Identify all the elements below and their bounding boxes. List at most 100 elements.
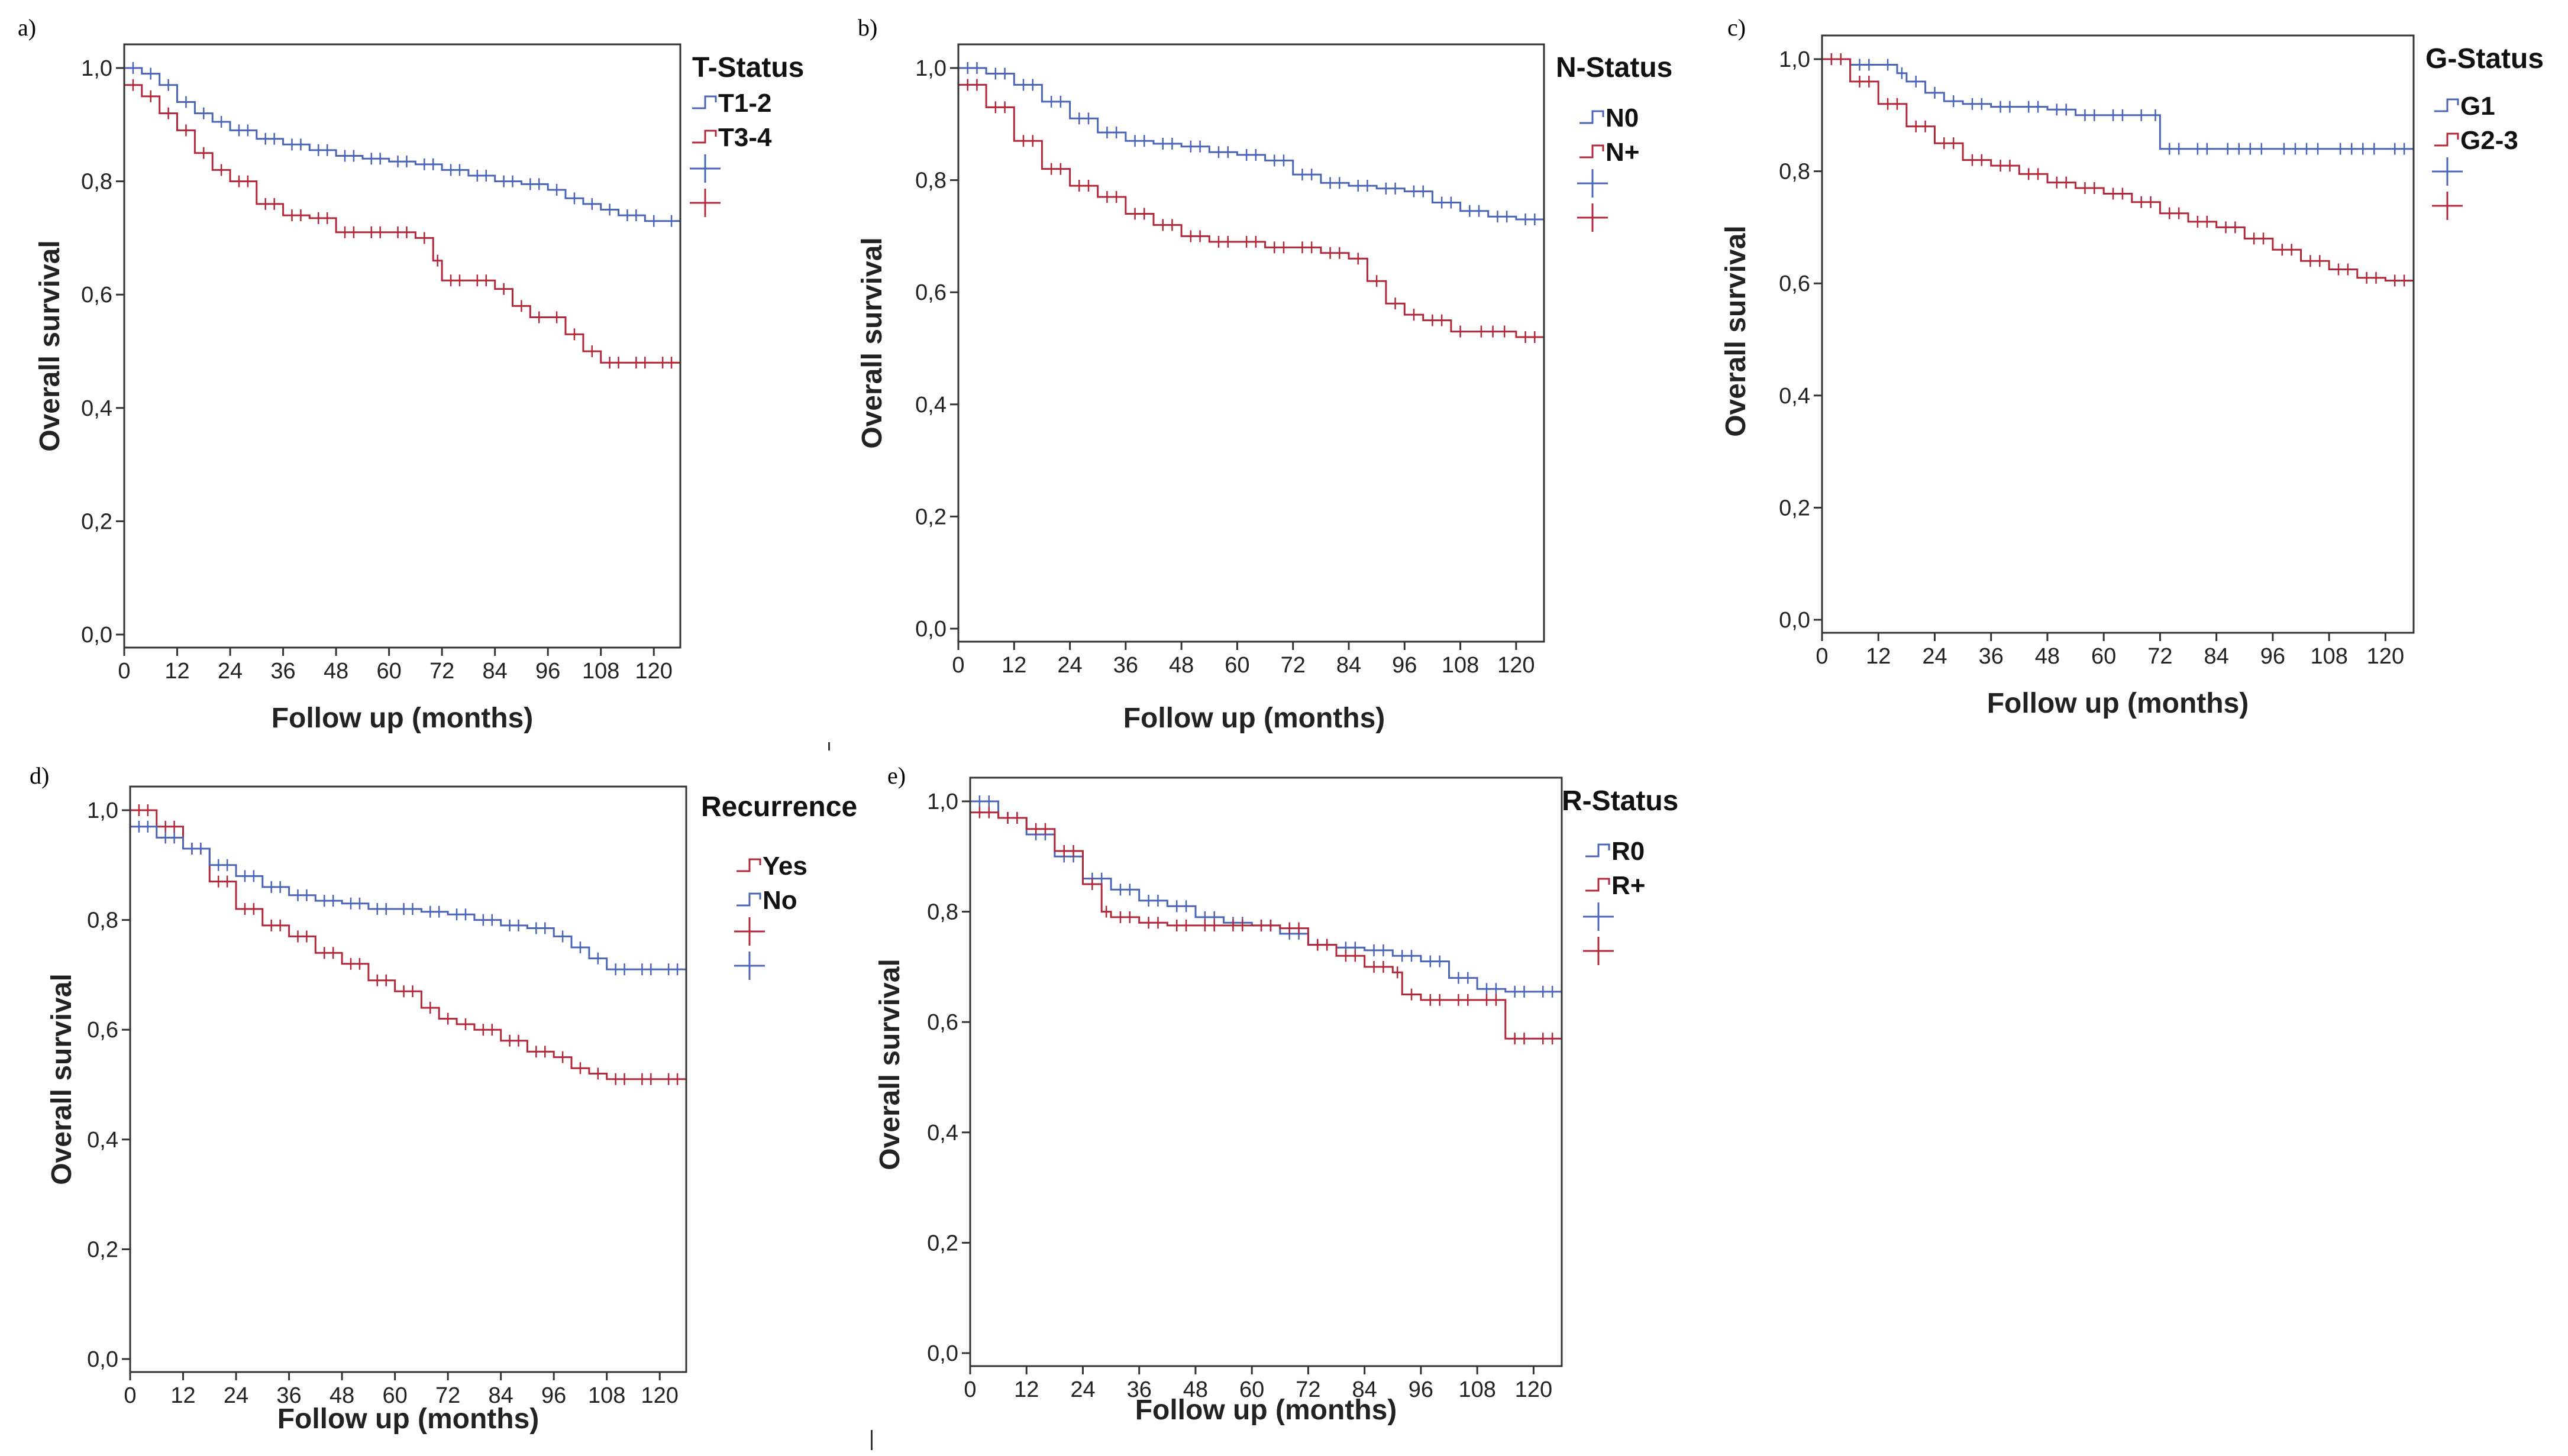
chart-panel-e: e) 0,0 0,2 0,4 0,6 0,8 1,0 0 12 24 36 48 60 72 84 96 10… (874, 762, 1716, 1456)
y-axis-title-a: Overall survival (34, 240, 66, 452)
y-tick-label: 0,6 (87, 1018, 118, 1043)
legend-title-d: Recurrence (701, 791, 857, 823)
y-tick-label: 0,4 (81, 396, 112, 421)
panel-label-d: d) (30, 762, 49, 789)
legend-title-b: N-Status (1556, 52, 1672, 83)
legend-step-icon (2434, 98, 2459, 112)
y-tick-label: 0,8 (1779, 160, 1810, 185)
x-tick-label: 96 (2260, 644, 2285, 669)
y-tick-label: 0,2 (81, 509, 112, 534)
plot-frame-e (969, 776, 1563, 1367)
x-tick-label: 84 (483, 659, 508, 684)
x-tick-label: 84 (489, 1383, 513, 1408)
y-tick-label: 1,0 (927, 790, 958, 814)
y-axis-title-c: Overall survival (1720, 225, 1752, 437)
x-tick-label: 12 (1002, 653, 1026, 678)
y-tick-label: 0,4 (915, 393, 947, 418)
x-tick-label: 12 (1014, 1377, 1039, 1402)
y-tick-label: 0,8 (81, 170, 112, 195)
legend-label-c-2: G2-3 (2460, 126, 2518, 155)
legend-step-icon (1579, 110, 1604, 124)
km-curve-d-1 (130, 809, 686, 1080)
legend-title-a: T-Status (692, 52, 804, 83)
x-tick-label: 108 (588, 1383, 625, 1408)
plot-frame-c (1821, 34, 2415, 634)
x-tick-label: 24 (1057, 653, 1082, 678)
x-tick-label: 60 (382, 1383, 407, 1408)
x-tick-label: 120 (635, 659, 673, 684)
legend-label-b-1: N0 (1606, 103, 1639, 132)
plot-area-d: 0,0 0,2 0,4 0,6 0,8 1,0 0 12 24 36 48 60 72 84 96 108 12… (87, 798, 686, 1408)
x-tick-label: 0 (124, 1383, 136, 1408)
y-tick-label: 0,8 (915, 169, 947, 193)
y-tick-label: 1,0 (87, 798, 118, 823)
km-chart-c: c) 0,0 0,2 0,4 0,6 0,8 1,0 0 12 24 36 48 60 72 84 96 10… (1720, 14, 2544, 719)
km-curve-c-2 (1822, 58, 2414, 282)
chart-panel-c: c) 0,0 0,2 0,4 0,6 0,8 1,0 0 12 24 36 48 60 72 84 96 10… (1710, 0, 2568, 763)
plot-frame-a (123, 43, 681, 649)
y-tick-label: 0,0 (1779, 608, 1810, 633)
y-tick-label: 0,4 (87, 1128, 118, 1153)
legend-step-icon (1585, 843, 1610, 858)
x-tick-label: 12 (170, 1383, 195, 1408)
x-tick-label: 84 (1352, 1377, 1377, 1402)
x-tick-label: 108 (1442, 653, 1479, 678)
km-curve-c-1 (1822, 58, 2414, 150)
y-tick-label: 1,0 (915, 56, 947, 81)
km-chart-b: b) 0,0 0,2 0,4 0,6 0,8 1,0 0 12 24 36 48 60 72 84 96 10… (857, 14, 1672, 734)
x-tick-label: 96 (541, 1383, 566, 1408)
x-tick-label: 72 (1296, 1377, 1320, 1402)
x-tick-label: 0 (952, 653, 964, 678)
plot-area-c: 0,0 0,2 0,4 0,6 0,8 1,0 0 12 24 36 48 60 72 84 96 108 12… (1779, 47, 2414, 669)
legend-step-icon (1579, 144, 1604, 158)
legend-label-a-2: T3-4 (718, 123, 772, 152)
legend-a: T1-2 T3-4 (690, 89, 772, 217)
x-tick-label: 48 (330, 1383, 354, 1408)
x-tick-label: 24 (218, 659, 243, 684)
y-tick-label: 0,4 (1779, 384, 1810, 409)
x-tick-label: 96 (535, 659, 560, 684)
x-tick-label: 36 (270, 659, 295, 684)
x-tick-label: 120 (641, 1383, 679, 1408)
y-tick-label: 1,0 (81, 56, 112, 81)
x-tick-label: 96 (1392, 653, 1417, 678)
x-tick-label: 60 (2091, 644, 2116, 669)
x-axis-title-d: Follow up (months) (277, 1403, 540, 1435)
x-tick-label: 36 (276, 1383, 301, 1408)
legend-label-b-2: N+ (1606, 138, 1639, 167)
legend-e: R0 R+ (1583, 837, 1645, 965)
y-tick-label: 0,6 (927, 1010, 958, 1035)
x-tick-label: 108 (582, 659, 619, 684)
x-axis-title-e: Follow up (months) (1135, 1394, 1397, 1426)
panel-label-a: a) (18, 14, 36, 41)
y-tick-label: 0,2 (87, 1237, 118, 1262)
panel-label-b: b) (858, 14, 877, 41)
x-tick-label: 60 (1225, 653, 1249, 678)
y-tick-label: 0,8 (87, 908, 118, 933)
x-tick-label: 60 (1239, 1377, 1264, 1402)
x-tick-label: 36 (1127, 1377, 1152, 1402)
x-tick-label: 0 (118, 659, 130, 684)
y-tick-label: 0,8 (927, 900, 958, 925)
x-tick-label: 84 (2204, 644, 2229, 669)
legend-step-icon (1585, 878, 1610, 892)
y-tick-label: 0,0 (81, 623, 112, 648)
x-axis-title-b: Follow up (months) (1123, 703, 1385, 734)
x-tick-label: 12 (1866, 644, 1891, 669)
y-tick-label: 0,6 (915, 280, 947, 305)
x-tick-label: 24 (224, 1383, 248, 1408)
legend-step-icon (692, 130, 717, 144)
km-curve-e-1 (970, 800, 1562, 993)
x-tick-label: 84 (1336, 653, 1361, 678)
x-tick-label: 48 (1169, 653, 1194, 678)
legend-label-e-1: R0 (1611, 837, 1645, 866)
plot-area-b: 0,0 0,2 0,4 0,6 0,8 1,0 0 12 24 36 48 60 72 84 96 108 12… (915, 56, 1544, 678)
legend-b: N0 N+ (1577, 103, 1639, 232)
x-tick-label: 0 (1816, 644, 1828, 669)
y-tick-label: 0,6 (1779, 271, 1810, 296)
y-tick-label: 0,2 (927, 1231, 958, 1256)
stray-mark-2 (871, 1430, 873, 1450)
legend-title-e: R-Status (1562, 785, 1678, 817)
legend-step-icon (2434, 132, 2459, 147)
y-axis-title-b: Overall survival (857, 237, 888, 449)
